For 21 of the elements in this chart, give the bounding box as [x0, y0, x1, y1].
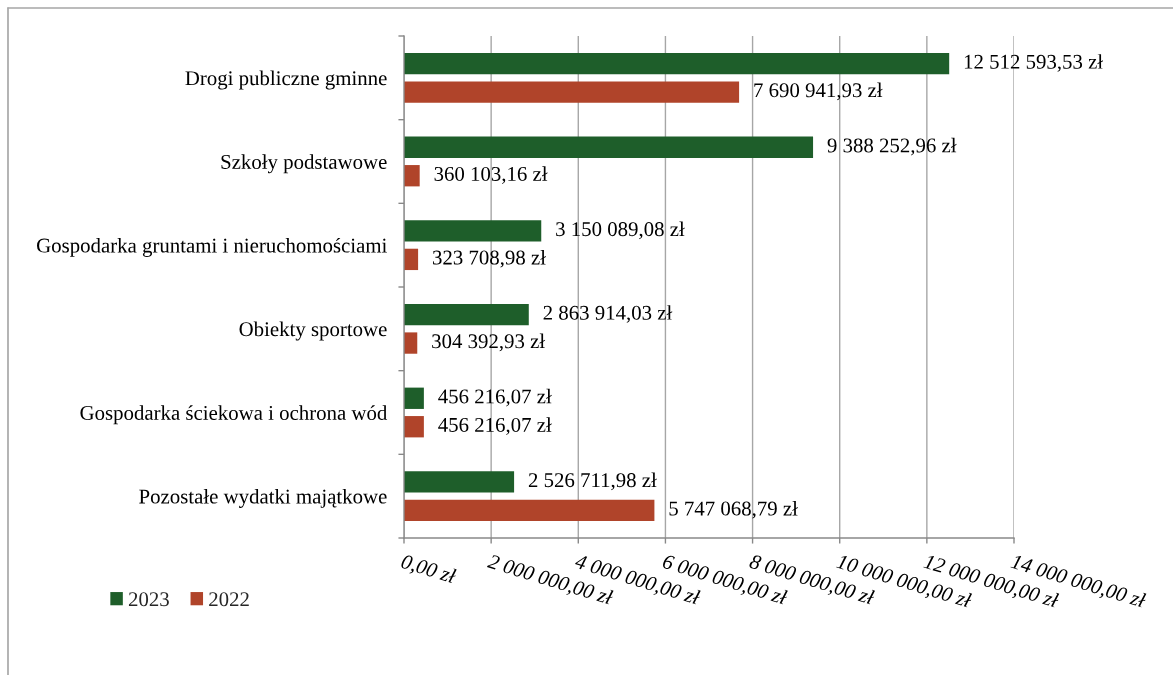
y-tick-label: Szkoły podstawowe	[221, 154, 387, 174]
legend-label: 2022	[209, 592, 249, 607]
data-label: 9 388 252,96 zł	[827, 137, 957, 156]
y-tick-label: Gospodarka gruntami i nieruchomościami	[37, 237, 387, 257]
y-tick-label: Drogi publiczne gminne	[185, 70, 387, 90]
data-label: 2 526 711,98 zł	[528, 472, 657, 491]
data-label: 456 216,07 zł	[438, 417, 552, 435]
data-label: 360 103,16 zł	[434, 166, 548, 184]
data-label: 304 392,93 zł	[432, 333, 546, 352]
data-label: 2 863 914,03 zł	[543, 305, 673, 323]
y-tick-label: Obiekty sportowe	[239, 321, 387, 341]
y-tick-label: Pozostałe wydatki majątkowe	[139, 488, 387, 508]
legend-label: 2023	[128, 592, 169, 607]
data-label: 12 512 593,53 zł	[964, 54, 1104, 72]
x-tick-label: 0,00 zł	[399, 553, 458, 587]
data-label: 3 150 089,08 zł	[556, 221, 685, 240]
data-label: 7 690 941,93 zł	[754, 82, 883, 101]
y-tick-label: Gospodarka ściekowa i ochrona wód	[80, 405, 388, 425]
data-label: 5 747 068,79 zł	[669, 500, 798, 519]
data-label: 456 216,07 zł	[438, 388, 552, 407]
data-label: 323 708,98 zł	[432, 249, 546, 268]
